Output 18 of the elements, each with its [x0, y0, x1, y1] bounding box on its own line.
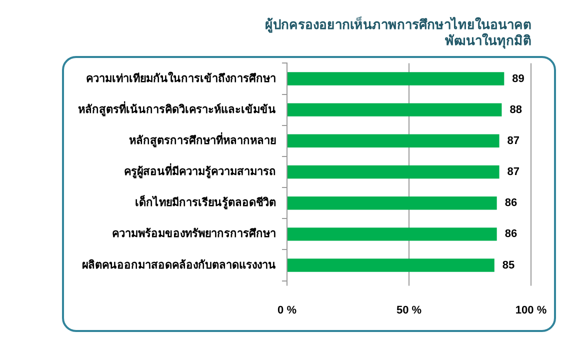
chart-title: ผู้ปกครองอยากเห็นภาพการศึกษาไทยในอนาคต พัฒนาในทุกมิติ	[265, 15, 531, 49]
data-label: 86	[504, 228, 518, 240]
data-label: 85	[502, 259, 515, 272]
y-tick-label: เด็กไทยมีการเรียนรู้ตลอดชีวิต	[135, 195, 276, 210]
data-label: 88	[510, 104, 522, 116]
data-label: 89	[512, 72, 524, 85]
y-tick-label: ผลิตคนออกมาสอดคล้องกับตลาดแรงงาน	[82, 258, 276, 272]
y-tick-label: ความพร้อมของทรัพยากรการศึกษา	[112, 227, 276, 240]
y-tick-label: หลักสูตรการศึกษาที่หลากหลาย	[129, 132, 276, 148]
x-tick-label: 0 %	[278, 304, 297, 316]
data-label: 87	[507, 134, 520, 147]
y-tick-label: ความเท่าเทียมกันในการเข้าถึงการศึกษา	[86, 70, 276, 85]
x-tick-label: 50 %	[396, 304, 422, 316]
data-label: 86	[504, 197, 518, 210]
y-tick-label: หลักสูตรที่เน้นการคิดวิเคราะห์และเข้มข้น	[78, 100, 276, 117]
y-tick-label: ครูผู้สอนที่มีความรู้ความสามารถ	[124, 163, 276, 180]
data-label: 87	[507, 166, 520, 178]
x-tick-label: 100 %	[515, 304, 547, 316]
